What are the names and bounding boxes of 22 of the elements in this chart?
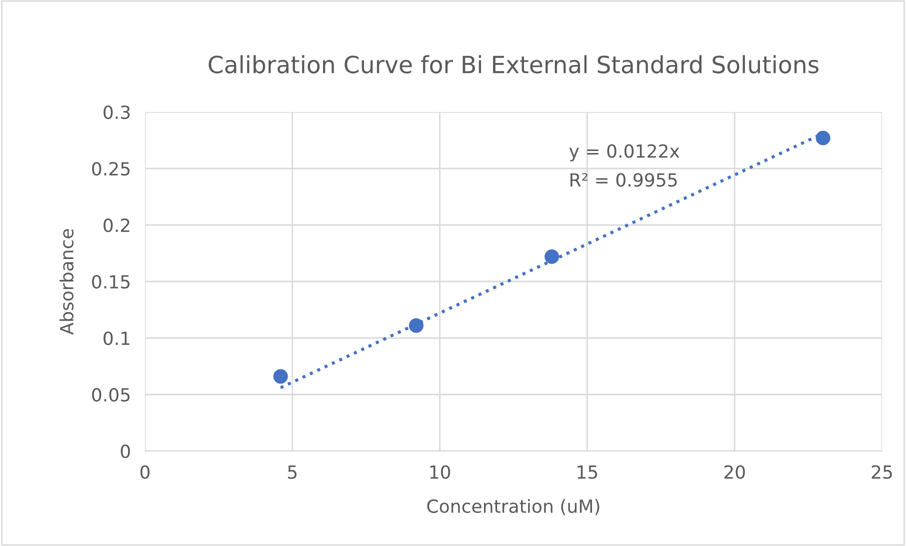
annotation: y = 0.0122x — [569, 144, 680, 162]
y-axis-title: Absorbance — [60, 229, 74, 335]
y-tick-label: 0.15 — [92, 274, 130, 289]
y-tick-label: 0.05 — [92, 388, 130, 402]
y-tick-label: 0 — [120, 444, 130, 458]
x-tick-label: 20 — [724, 465, 745, 479]
annotation: R² = 0.9955 — [570, 173, 677, 187]
point — [273, 369, 288, 384]
y-tick-label: 0.25 — [92, 162, 130, 176]
x-axis-title: Concentration (uM) — [427, 499, 600, 516]
x-tick-label: 5 — [288, 465, 297, 479]
point — [544, 249, 560, 264]
x-tick-label: 10 — [430, 465, 450, 479]
point — [408, 318, 424, 333]
y-tick-label: 0.3 — [104, 105, 130, 120]
chart-title: Calibration Curve for Bi External Standard Solutions — [208, 55, 818, 74]
point — [816, 130, 830, 146]
x-tick-label: 25 — [872, 465, 892, 479]
y-tick-label: 0.2 — [104, 218, 130, 232]
y-tick-label: 0.1 — [104, 331, 130, 346]
x-tick-label: 0 — [140, 465, 150, 479]
x-tick-label: 15 — [578, 465, 598, 479]
